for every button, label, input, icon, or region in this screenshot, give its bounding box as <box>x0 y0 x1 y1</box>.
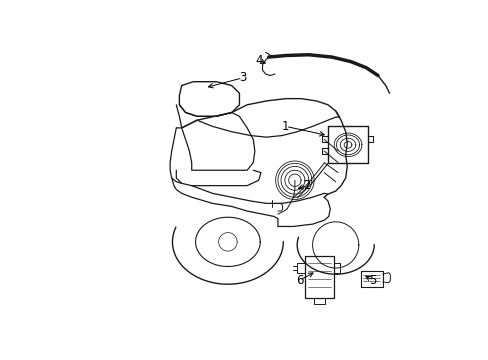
Text: 1: 1 <box>281 120 289 133</box>
Text: 6: 6 <box>295 274 303 287</box>
Text: 3: 3 <box>238 71 246 84</box>
Text: 2: 2 <box>303 179 310 192</box>
Text: 5: 5 <box>368 274 376 287</box>
Text: 4: 4 <box>254 54 262 67</box>
